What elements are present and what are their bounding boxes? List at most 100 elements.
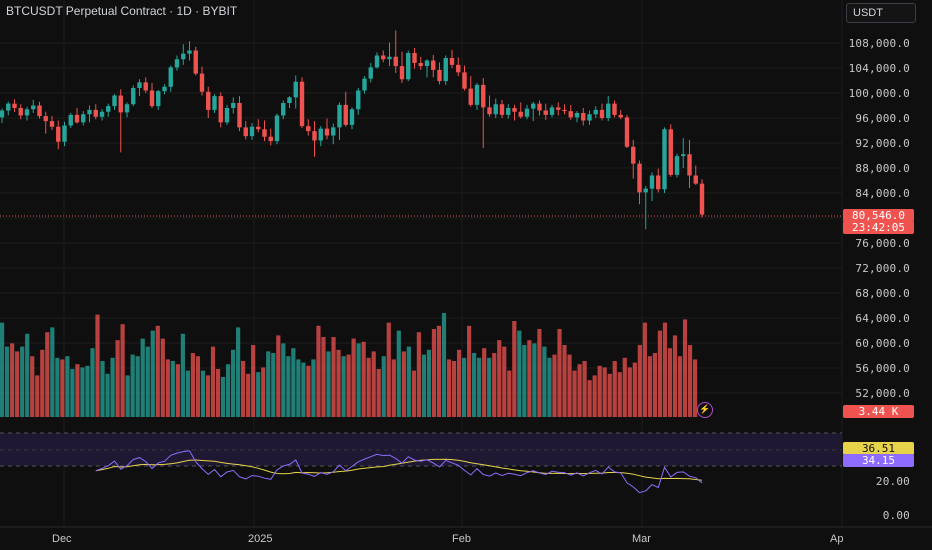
volume-bar [361,341,366,417]
candle-body [487,107,492,115]
volume-bar [386,322,391,417]
candle-body [374,55,380,68]
candle-body [468,88,473,105]
candle-body [643,188,648,193]
volume-bar [497,340,502,417]
candle-body [287,97,292,103]
time-axis-tick: 2025 [248,533,273,545]
volume-bar [487,357,492,417]
volume-bar [346,354,351,417]
candle-body [343,104,348,125]
candle-body [574,113,580,118]
volume-bar [472,353,477,417]
time-axis-tick: Mar [632,533,651,545]
candle-body [443,58,448,82]
volume-bar [301,362,306,417]
volume-bar [371,351,376,417]
currency-selector-button[interactable]: USDT [846,3,916,23]
volume-bar [667,348,673,417]
rsi-badge: 34.15 [843,454,914,467]
volume-bar [532,343,537,417]
volume-bar [587,380,592,417]
volume-bar [276,335,281,417]
candle-body [243,127,248,137]
volume-bar [617,372,622,417]
volume-bar [256,372,261,417]
candle-body [143,82,148,91]
volume-bar [185,370,190,417]
volume-bar [467,325,472,417]
volume-bar [401,351,406,417]
candle-body [162,86,167,92]
volume-bar [416,332,421,417]
lightning-icon[interactable]: ⚡ [697,402,713,418]
volume-bar [557,329,562,417]
candle-body [481,84,486,108]
volume-bar [527,340,532,417]
volume-bar [30,356,35,417]
volume-bar [677,356,683,417]
candle-body [274,115,280,142]
volume-bar [150,330,155,417]
candle-body [218,96,223,123]
candle-body [256,126,261,130]
rsi-line [95,450,703,494]
candle-body [6,103,11,111]
volume-bar [436,325,442,417]
volume-bar [80,367,85,417]
volume-bar [687,345,693,417]
volume-bar [517,330,522,417]
candle-body [556,107,561,110]
candle-body [181,53,186,60]
volume-bar [431,329,437,417]
price-axis-tick: 56,000.0 [855,362,910,375]
grid-lines [0,0,843,527]
price-axis-tick: 92,000.0 [855,137,910,150]
price-axis-tick: 72,000.0 [855,262,910,275]
volume-bar [45,332,50,417]
volume-bar [155,325,160,417]
volume-bar [105,373,110,417]
candle-body [187,50,192,54]
volume-bar [421,354,427,417]
candle-body [56,126,61,142]
candle-body [562,109,567,112]
candle-body [593,109,598,115]
volume-bar [60,359,65,417]
volume-bar [522,345,527,417]
candle-body [137,82,142,88]
volume-bar [200,370,206,417]
candle-body [249,126,255,137]
candle-body [174,59,180,68]
volume-bar [261,367,266,417]
candle-body [268,136,273,142]
volume-bar [326,351,331,417]
volume-bar [446,359,452,417]
volume-bar [492,353,497,417]
volume-bar [637,345,642,417]
candle-body [656,175,661,190]
time-axis-tick: Ap [830,533,844,545]
candle-body [106,106,111,112]
price-axis-tick: 108,000.0 [848,37,910,50]
candle-body [12,103,17,108]
candle-body [637,163,642,193]
volume-bar [547,357,552,417]
candle-body [31,105,36,110]
candle-body [474,84,480,105]
candle-body [312,131,317,141]
volume-bar [316,325,321,417]
candle-body [662,129,667,190]
candle-body [68,114,73,126]
volume-bar [281,343,286,417]
volume-bar [597,365,602,417]
volume-bar [241,361,246,417]
volume-bar [627,367,632,417]
candle-body [493,104,498,115]
candle-body [424,60,430,67]
volume-bar [502,346,507,417]
candle-body [399,66,405,80]
candle-body [18,108,23,116]
volume-bar [190,353,196,417]
